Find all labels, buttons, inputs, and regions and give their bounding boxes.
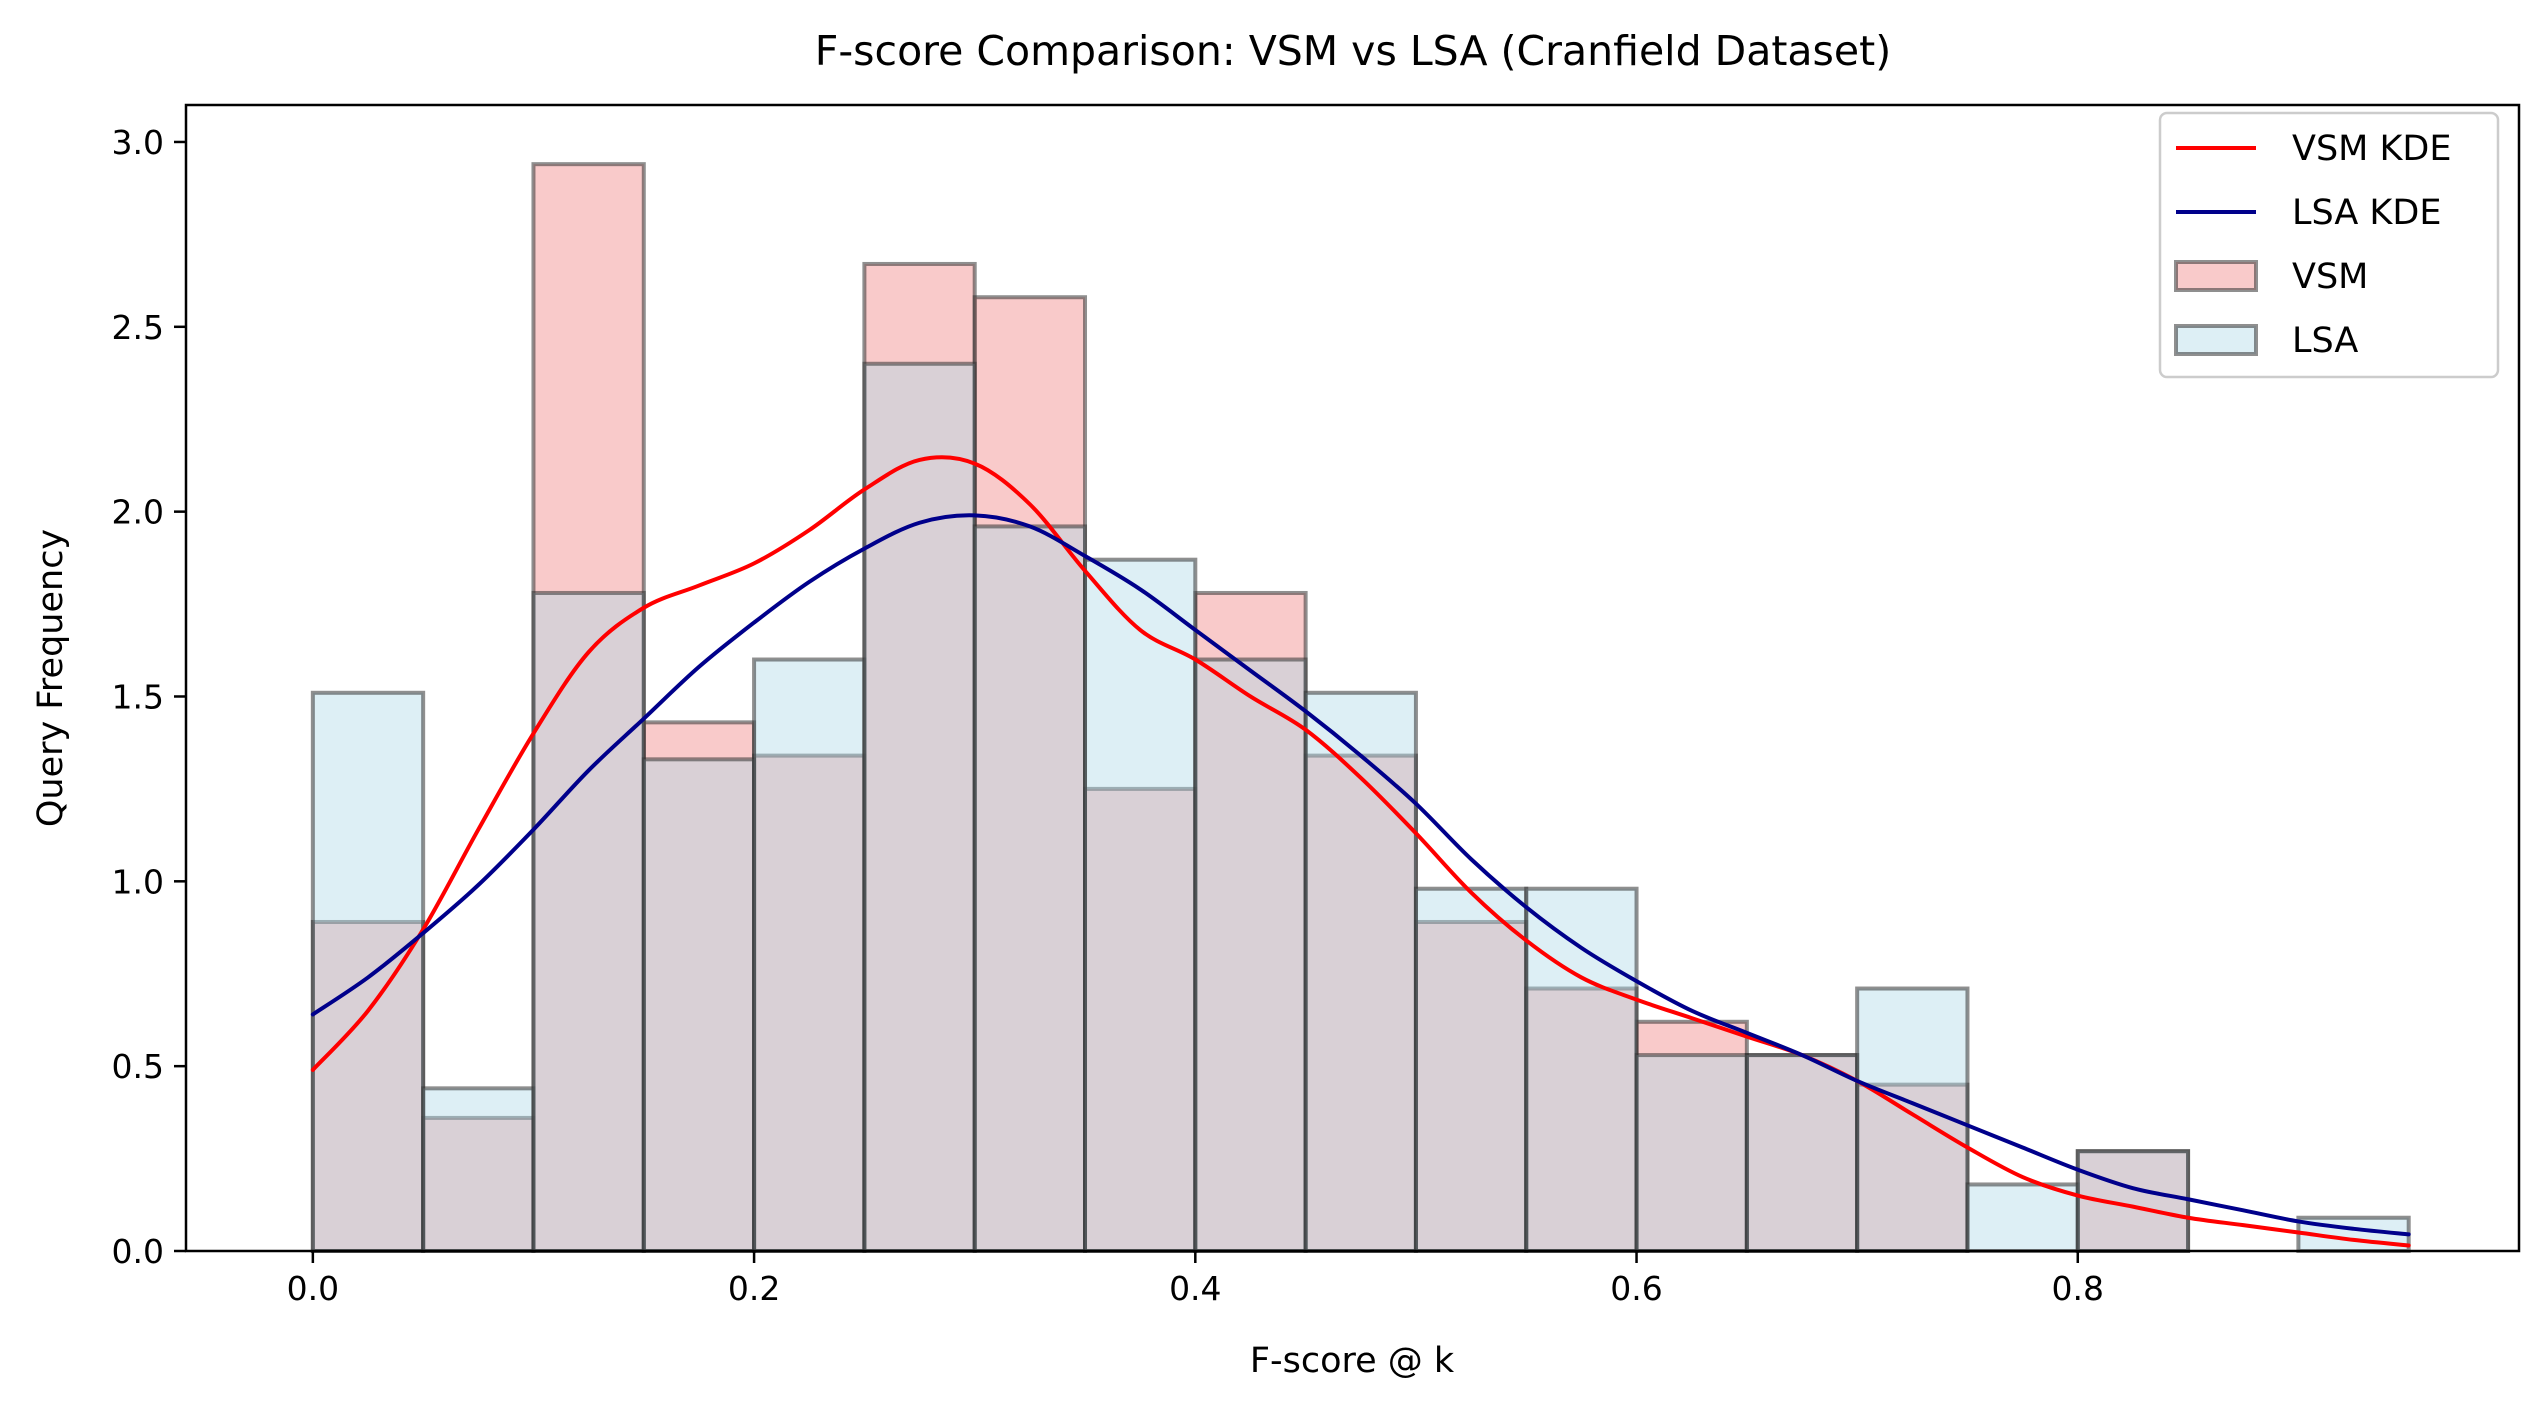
legend-label: LSA	[2292, 321, 2358, 361]
lsa-bar	[862, 361, 977, 1253]
lsa-bar	[1634, 1053, 1749, 1253]
x-tick-label: 0.0	[287, 1269, 339, 1308]
legend-patch-swatch	[2174, 260, 2258, 292]
y-axis-ticks: 0.0 0.5 1.0 1.5 2.0 2.5 3.0	[112, 123, 186, 1271]
legend-box	[2158, 111, 2500, 379]
legend-label: VSM KDE	[2292, 129, 2452, 169]
kde-curves	[310, 455, 2411, 1248]
legend-label: LSA KDE	[2292, 193, 2441, 233]
lsa-bar	[1083, 557, 1198, 1253]
lsa-bar	[641, 757, 757, 1254]
x-tick-label: 0.4	[1169, 1269, 1221, 1308]
y-tick-label: 1.0	[112, 862, 164, 901]
lsa-kde-line	[310, 513, 2411, 1237]
x-tick-label: 0.8	[2052, 1269, 2104, 1308]
lsa-bar	[310, 690, 426, 1253]
legend-entry-vsm: VSM	[2174, 257, 2368, 297]
legend-patch-swatch	[2174, 324, 2258, 356]
vsm-bar	[1524, 986, 1639, 1254]
lsa-bar	[1413, 886, 1529, 1253]
lsa-bar	[421, 1086, 536, 1253]
lsa-bar	[531, 590, 646, 1253]
vsm-bar	[1303, 753, 1418, 1253]
histogram-bars	[310, 162, 2411, 1254]
y-tick-label: 0.5	[112, 1047, 164, 1086]
lsa-bar	[1193, 657, 1308, 1253]
y-tick-label: 2.0	[112, 493, 164, 532]
vsm-kde-line	[310, 455, 2411, 1248]
legend-entry-lsa: LSA	[2174, 321, 2358, 361]
y-axis-label: Query Frequency	[31, 529, 71, 827]
legend: VSM KDE LSA KDE VSM LSA	[2158, 111, 2500, 379]
y-tick-label: 2.5	[112, 308, 164, 347]
plot-frame	[184, 103, 2521, 1253]
legend-label: VSM	[2292, 257, 2368, 297]
y-tick-label: 1.5	[112, 677, 164, 716]
x-tick-label: 0.2	[728, 1269, 780, 1308]
y-tick-label: 3.0	[112, 123, 164, 162]
lsa-bar	[1965, 1182, 2080, 1253]
x-axis-label: F-score @ k	[1250, 1341, 1455, 1381]
lsa-bar	[972, 524, 1088, 1253]
y-tick-label: 0.0	[112, 1232, 164, 1271]
x-axis-ticks: 0.0 0.2 0.4 0.6 0.8	[287, 1251, 2104, 1308]
lsa-bar	[1744, 1053, 1860, 1253]
lsa-bar	[1524, 886, 1639, 1253]
lsa-bar	[752, 657, 867, 1253]
x-tick-label: 0.6	[1610, 1269, 1662, 1308]
vsm-histogram	[310, 162, 2191, 1254]
legend-entry-lsa-kde: LSA KDE	[2176, 193, 2441, 233]
legend-entry-vsm-kde: VSM KDE	[2176, 129, 2452, 169]
chart-title: F-score Comparison: VSM vs LSA (Cranfiel…	[815, 27, 1891, 75]
